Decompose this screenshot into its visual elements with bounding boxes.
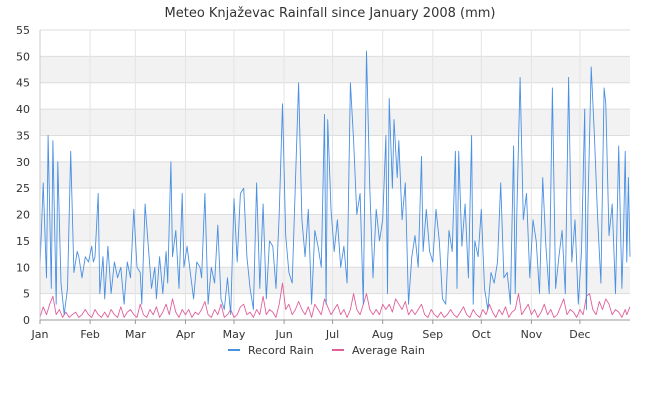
y-tick-label: 0	[23, 314, 30, 327]
y-tick-label: 5	[23, 288, 30, 301]
y-tick-label: 30	[16, 156, 30, 169]
grid-band	[40, 161, 630, 189]
grid-band	[40, 56, 630, 83]
x-tick-label: Feb	[80, 328, 99, 341]
legend-label-average-rain: Average Rain	[352, 344, 425, 357]
x-axis: Jan Feb Mar Apr May Jun Jul Aug Sep Oct Nov Dec	[31, 319, 630, 341]
y-tick-label: 55	[16, 24, 30, 37]
legend-label-record-rain: Record Rain	[248, 344, 314, 357]
y-tick-label: 25	[16, 182, 30, 195]
legend: Record Rain Average Rain	[228, 344, 425, 357]
plot-lines	[39, 50, 631, 318]
y-tick-label: 40	[16, 103, 30, 116]
y-tick-label: 45	[16, 77, 30, 90]
grid-bands	[40, 30, 630, 320]
series-line-average-rain	[39, 282, 631, 318]
y-tick-label: 50	[16, 50, 30, 63]
y-tick-label: 10	[16, 261, 30, 274]
y-tick-label: 20	[16, 209, 30, 222]
y-axis: 0 5 10 15 20 25 30 35 40 45 50 55	[16, 24, 41, 327]
x-tick-label: Oct	[472, 328, 492, 341]
series-line-record-rain	[39, 50, 631, 316]
grid-band	[40, 267, 630, 294]
x-tick-label: Nov	[521, 328, 543, 341]
x-tick-label: Aug	[372, 328, 393, 341]
grid-lines	[39, 29, 630, 321]
chart-title: Meteo Knjaževac Rainfall since January 2…	[165, 6, 496, 21]
x-tick-label: Apr	[176, 328, 196, 341]
y-tick-label: 15	[16, 235, 30, 248]
x-tick-label: Sep	[422, 328, 443, 341]
x-tick-label: Jun	[274, 328, 292, 341]
x-tick-label: Dec	[569, 328, 590, 341]
x-tick-label: Jan	[31, 328, 49, 341]
grid-band	[40, 109, 630, 136]
x-tick-label: Mar	[125, 328, 146, 341]
x-tick-label: May	[223, 328, 246, 341]
x-tick-label: Jul	[325, 328, 339, 341]
y-tick-label: 35	[16, 129, 30, 142]
